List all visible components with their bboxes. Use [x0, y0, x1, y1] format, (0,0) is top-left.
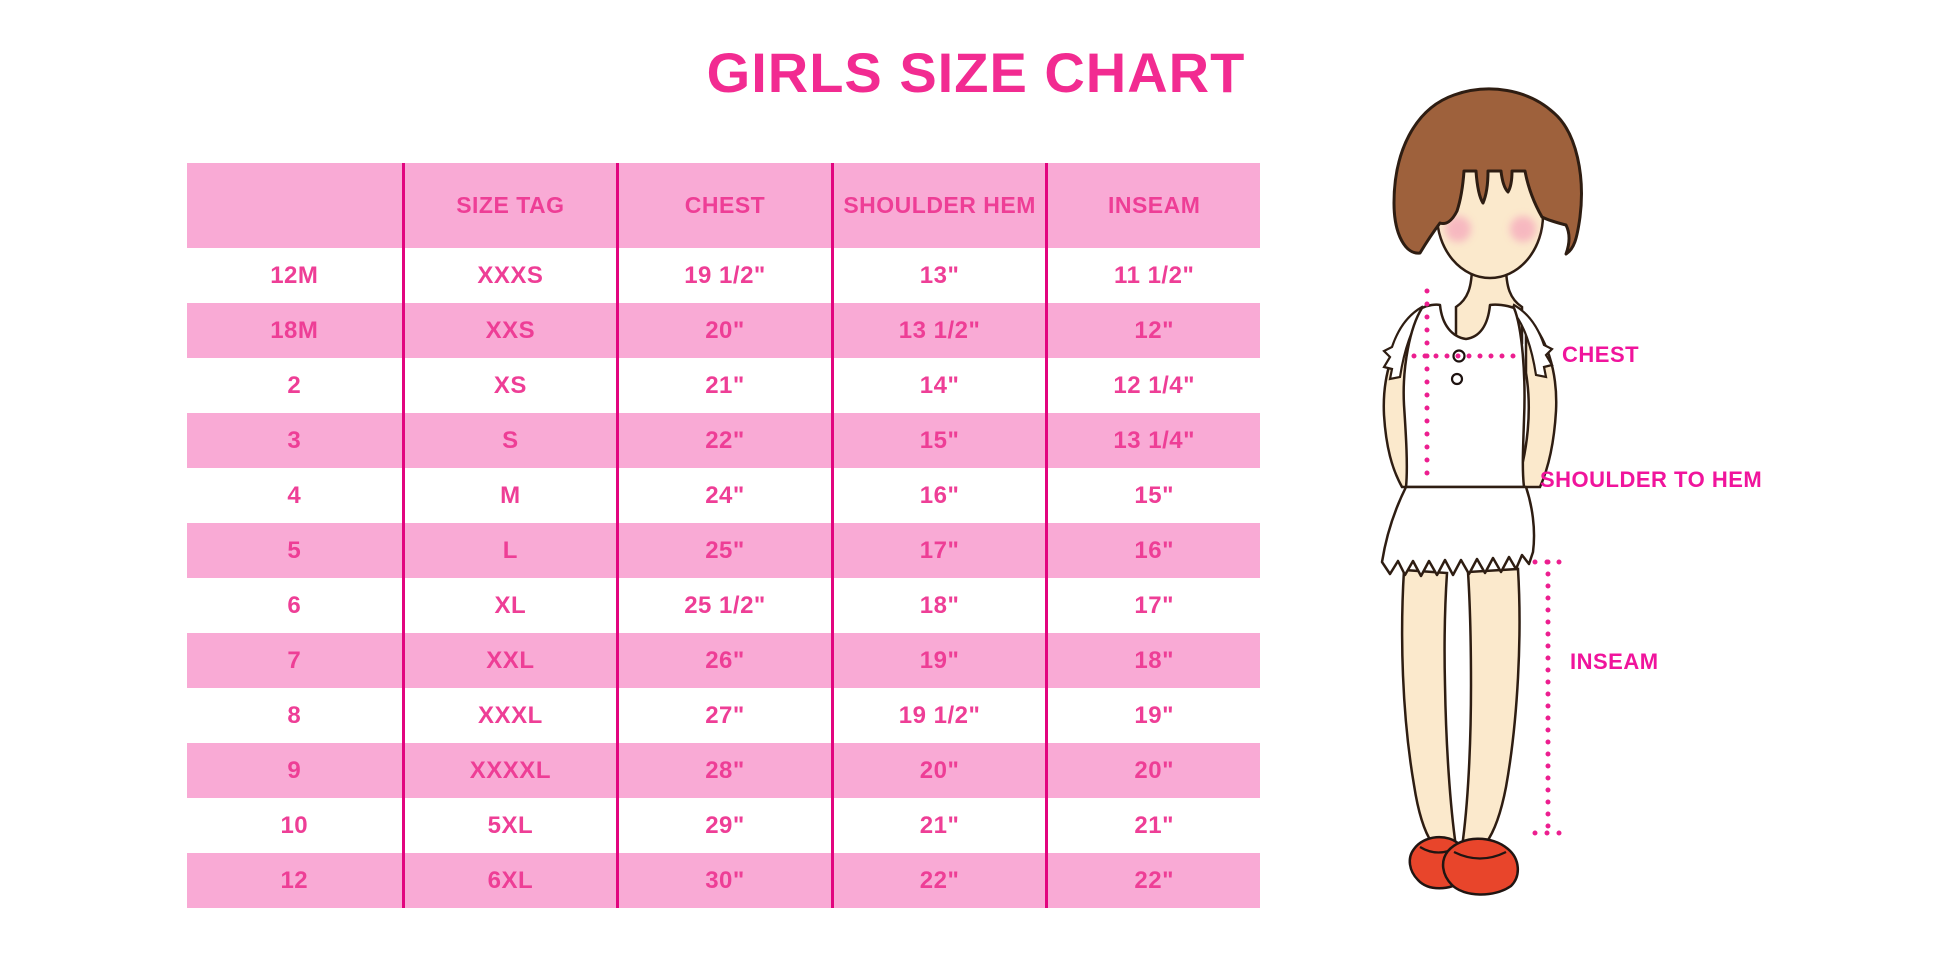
size-cell: 18M [270, 316, 319, 344]
chest-cell: 21" [616, 358, 831, 413]
shoulder-hem-cell: 15" [830, 413, 1046, 468]
chest-cell: 24" [616, 468, 831, 523]
chest-cell: 30" [616, 853, 831, 908]
table-row: 3 S 22" 15" 13 1/4" [187, 413, 1260, 468]
inseam-cell: 11 1/2" [1045, 248, 1260, 303]
shoulder-hem-cell: 14" [830, 358, 1046, 413]
size-tag-cell: XS [401, 358, 617, 413]
size-tag-cell: S [401, 413, 617, 468]
shoulder-hem-cell: 13" [830, 248, 1046, 303]
inseam-cell: 13 1/4" [1045, 413, 1260, 468]
chest-cell: 22" [616, 413, 831, 468]
size-tag-cell: XXXL [401, 688, 617, 743]
inseam-measurement-label: INSEAM [1570, 649, 1659, 674]
girl-shoe-right [1441, 837, 1519, 896]
size-tag-cell: M [401, 468, 617, 523]
size-cell: 5 [287, 536, 302, 564]
table-row: 8 XXXL 27" 19 1/2" 19" [187, 688, 1260, 743]
inseam-cell: 20" [1045, 743, 1260, 798]
girl-leg-right [1460, 567, 1521, 849]
inseam-cell: 19" [1045, 688, 1260, 743]
shoulder-hem-cell: 18" [830, 578, 1046, 633]
table-row: 9 XXXXL 28" 20" 20" [187, 743, 1260, 798]
size-cell: 6 [287, 591, 302, 619]
size-cell: 12M [270, 261, 319, 289]
table-row: 10 5XL 29" 21" 21" [187, 798, 1260, 853]
chest-cell: 29" [616, 798, 831, 853]
girl-ruffle-right [1510, 303, 1554, 379]
size-tag-cell: 6XL [401, 853, 617, 908]
girl-leg-left [1400, 568, 1458, 849]
shoulder-hem-cell: 16" [830, 468, 1046, 523]
shoulder-hem-cell: 21" [830, 798, 1046, 853]
size-cell: 3 [287, 426, 302, 454]
header-cell: CHEST [616, 163, 831, 248]
size-tag-cell: 5XL [401, 798, 617, 853]
page-title: GIRLS SIZE CHART [706, 41, 1246, 104]
inseam-cell: 12" [1045, 303, 1260, 358]
size-tag-cell: XXL [401, 633, 617, 688]
chest-cell: 27" [616, 688, 831, 743]
table-row: 2 XS 21" 14" 12 1/4" [187, 358, 1260, 413]
girl-top-button-2 [1450, 372, 1464, 386]
size-cell: 12 [280, 866, 309, 894]
inseam-cell: 21" [1045, 798, 1260, 853]
inseam-cell: 22" [1045, 853, 1260, 908]
size-tag-cell: XXXXL [401, 743, 617, 798]
header-cell: INSEAM [1045, 163, 1260, 248]
table-row: 12M XXXS 19 1/2" 13" 11 1/2" [187, 248, 1260, 303]
size-tag-cell: XXXS [401, 248, 617, 303]
size-cell: 10 [280, 811, 309, 839]
inseam-cell: 12 1/4" [1045, 358, 1260, 413]
table-row: 18M XXS 20" 13 1/2" 12" [187, 303, 1260, 358]
size-tag-cell: L [401, 523, 617, 578]
size-cell: 8 [287, 701, 302, 729]
table-row: 12 6XL 30" 22" 22" [187, 853, 1260, 908]
chest-cell: 26" [616, 633, 831, 688]
girl-blush-left [1445, 216, 1471, 242]
chest-cell: 28" [616, 743, 831, 798]
inseam-cell: 16" [1045, 523, 1260, 578]
size-cell: 7 [287, 646, 302, 674]
inseam-cell: 18" [1045, 633, 1260, 688]
table-row: 4 M 24" 16" 15" [187, 468, 1260, 523]
girl-skirt [1380, 485, 1536, 578]
chest-cell: 20" [616, 303, 831, 358]
size-table: SIZE TAG CHEST SHOULDER HEM INSEAM 12M XXXS 19… [187, 163, 1260, 908]
chest-cell: 19 1/2" [616, 248, 831, 303]
girl-shoe-right-strap [1453, 850, 1507, 860]
shoulder-hem-cell: 19 1/2" [830, 688, 1046, 743]
chest-cell: 25 1/2" [616, 578, 831, 633]
header-cell: SHOULDER HEM [830, 163, 1046, 248]
girl-hair [1392, 87, 1583, 256]
table-row: 7 XXL 26" 19" 18" [187, 633, 1260, 688]
shoulder-hem-cell: 17" [830, 523, 1046, 578]
shoulder-hem-cell: 22" [830, 853, 1046, 908]
inseam-cell: 15" [1045, 468, 1260, 523]
girl-illustration [1380, 87, 1583, 896]
header-cell: SIZE TAG [401, 163, 617, 248]
shoulder-hem-cell: 13 1/2" [830, 303, 1046, 358]
size-cell: 2 [287, 371, 302, 399]
size-cell: 4 [287, 481, 302, 509]
table-row: 5 L 25" 17" 16" [187, 523, 1260, 578]
table-row: 6 XL 25 1/2" 18" 17" [187, 578, 1260, 633]
header-cell-blank [187, 163, 402, 248]
chest-cell: 25" [616, 523, 831, 578]
girl-top [1402, 303, 1526, 489]
shoulder-to-hem-measurement-label: SHOULDER TO HEM [1540, 467, 1763, 492]
shoulder-hem-cell: 20" [830, 743, 1046, 798]
size-tag-cell: XXS [401, 303, 617, 358]
size-cell: 9 [287, 756, 302, 784]
table-header-row: SIZE TAG CHEST SHOULDER HEM INSEAM [187, 163, 1260, 248]
shoulder-hem-cell: 19" [830, 633, 1046, 688]
inseam-cell: 17" [1045, 578, 1260, 633]
chest-measurement-label: CHEST [1562, 342, 1640, 367]
girl-blush-right [1510, 216, 1536, 242]
size-tag-cell: XL [401, 578, 617, 633]
